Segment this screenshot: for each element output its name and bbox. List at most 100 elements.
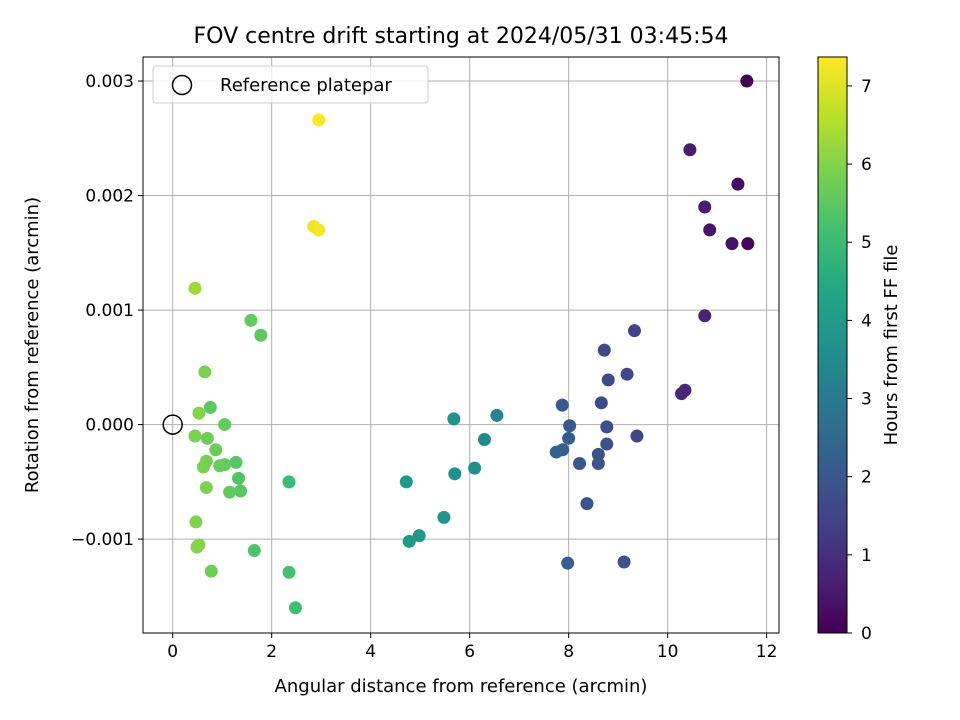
colorbar-tick-label: 1 (861, 546, 872, 566)
data-point (683, 143, 697, 157)
data-point (601, 373, 615, 387)
data-point (597, 343, 611, 357)
colorbar-ticks: 0 1 2 3 4 5 6 7 (847, 77, 872, 644)
data-point (630, 429, 644, 443)
plot-frame (142, 56, 780, 634)
data-point (254, 328, 268, 342)
y-axis-ticks: −0.001 0.000 0.001 0.002 0.003 (71, 72, 143, 550)
data-point (563, 419, 577, 433)
data-point (591, 457, 605, 471)
data-point (674, 387, 688, 401)
data-point (229, 455, 243, 469)
data-point (282, 475, 296, 489)
y-axis-label: Rotation from reference (arcmin) (22, 197, 43, 493)
colorbar-tick-label: 3 (861, 390, 872, 410)
colorbar-tick-label: 4 (861, 311, 872, 331)
data-point (189, 515, 203, 529)
data-point (490, 408, 504, 422)
colorbar: 0 1 2 3 4 5 6 7 Hours from first FF file (817, 56, 902, 644)
data-point (627, 324, 641, 338)
chart-title: FOV centre drift starting at 2024/05/31 … (194, 24, 729, 49)
colorbar-label: Hours from first FF file (881, 245, 902, 446)
data-point (223, 485, 237, 499)
data-point (620, 367, 634, 381)
data-point (412, 529, 426, 543)
data-point (247, 544, 261, 558)
data-point (188, 429, 202, 443)
data-point (698, 200, 712, 214)
data-point (437, 510, 451, 524)
x-axis-ticks: 0 2 4 6 8 10 12 (167, 633, 777, 662)
data-point (218, 418, 232, 432)
data-point (600, 437, 614, 451)
data-point (698, 309, 712, 323)
data-point (203, 400, 217, 414)
data-point (399, 475, 413, 489)
x-tick-label: 10 (657, 642, 679, 662)
legend-box (152, 65, 429, 104)
data-point (198, 365, 212, 379)
data-point (573, 457, 587, 471)
y-tick-label: 0.003 (85, 72, 134, 92)
data-point (312, 223, 326, 237)
x-tick-label: 2 (266, 642, 277, 662)
legend-marker-reference (171, 74, 193, 96)
data-point (282, 565, 296, 579)
y-tick-label: 0.000 (85, 416, 134, 436)
colorbar-tick-label: 7 (861, 77, 872, 97)
data-point (555, 398, 569, 412)
colorbar-gradient (817, 56, 848, 634)
x-tick-label: 0 (167, 642, 178, 662)
legend-label-reference: Reference platepar (220, 75, 392, 96)
data-point (200, 431, 214, 445)
data-point (703, 223, 717, 237)
data-point (731, 177, 745, 191)
colorbar-tick-label: 2 (861, 468, 872, 488)
data-point (617, 555, 631, 569)
legend: Reference platepar (152, 65, 429, 104)
x-tick-label: 6 (464, 642, 475, 662)
y-tick-label: 0.002 (85, 187, 134, 207)
x-axis-label: Angular distance from reference (arcmin) (275, 676, 648, 697)
data-point (312, 113, 326, 127)
data-points (162, 74, 755, 615)
x-tick-label: 4 (365, 642, 376, 662)
data-point (213, 459, 227, 473)
colorbar-tick-label: 0 (861, 624, 872, 644)
colorbar-tick-label: 6 (861, 155, 872, 175)
data-point (725, 237, 739, 251)
data-point (402, 534, 416, 548)
data-point (478, 432, 492, 446)
data-point (448, 467, 462, 481)
data-point (204, 564, 218, 578)
data-point (199, 481, 213, 495)
data-point (234, 484, 248, 498)
x-tick-label: 12 (756, 642, 778, 662)
data-point (549, 445, 563, 459)
data-point (244, 313, 258, 327)
data-point (209, 443, 223, 457)
data-point (190, 540, 204, 554)
data-point (561, 556, 575, 570)
y-tick-label: 0.001 (85, 301, 134, 321)
data-point (468, 461, 482, 475)
data-point (741, 237, 755, 251)
reference-point-marker (162, 414, 183, 435)
data-point (600, 420, 614, 434)
data-point (188, 281, 202, 295)
data-point (232, 471, 246, 485)
data-point (196, 460, 210, 474)
data-point (591, 447, 605, 461)
data-point (192, 406, 206, 420)
x-tick-label: 8 (563, 642, 574, 662)
y-tick-label: −0.001 (71, 530, 134, 550)
data-point (562, 431, 576, 445)
data-point (594, 396, 608, 410)
data-point (447, 412, 461, 426)
data-point (288, 601, 302, 615)
colorbar-tick-label: 5 (861, 233, 872, 253)
data-point (740, 74, 754, 88)
data-point (580, 497, 594, 511)
